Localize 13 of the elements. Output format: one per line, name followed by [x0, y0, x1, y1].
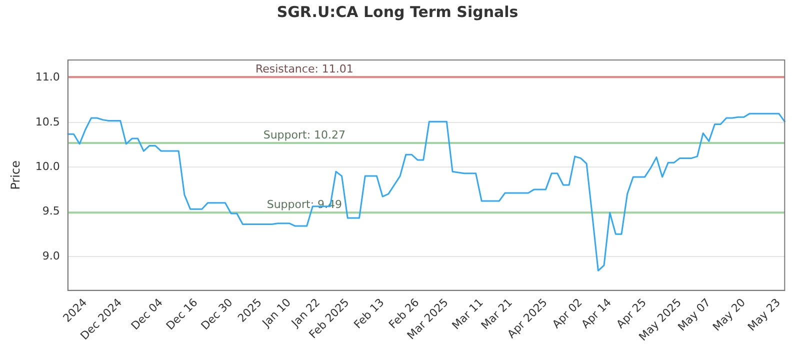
chart-title: SGR.U:CA Long Term Signals [276, 2, 518, 21]
y-tick-label: 10.0 [35, 160, 60, 173]
x-tick-label: Dec 30 [198, 296, 236, 333]
y-tick-label: 10.5 [35, 115, 60, 128]
x-tick-label: Dec 16 [164, 296, 200, 333]
y-tick-label: 9.0 [42, 249, 60, 262]
ref-line-label: Support: 10.27 [263, 128, 346, 142]
y-axis-title: Price [8, 160, 22, 190]
y-tick-label: 9.5 [42, 204, 60, 218]
ref-line-label: Resistance: 11.01 [255, 62, 354, 76]
x-tick-label: Dec 04 [128, 296, 166, 333]
y-tick-label: 11.0 [35, 70, 60, 84]
x-tick-label: Feb 13 [351, 296, 387, 332]
